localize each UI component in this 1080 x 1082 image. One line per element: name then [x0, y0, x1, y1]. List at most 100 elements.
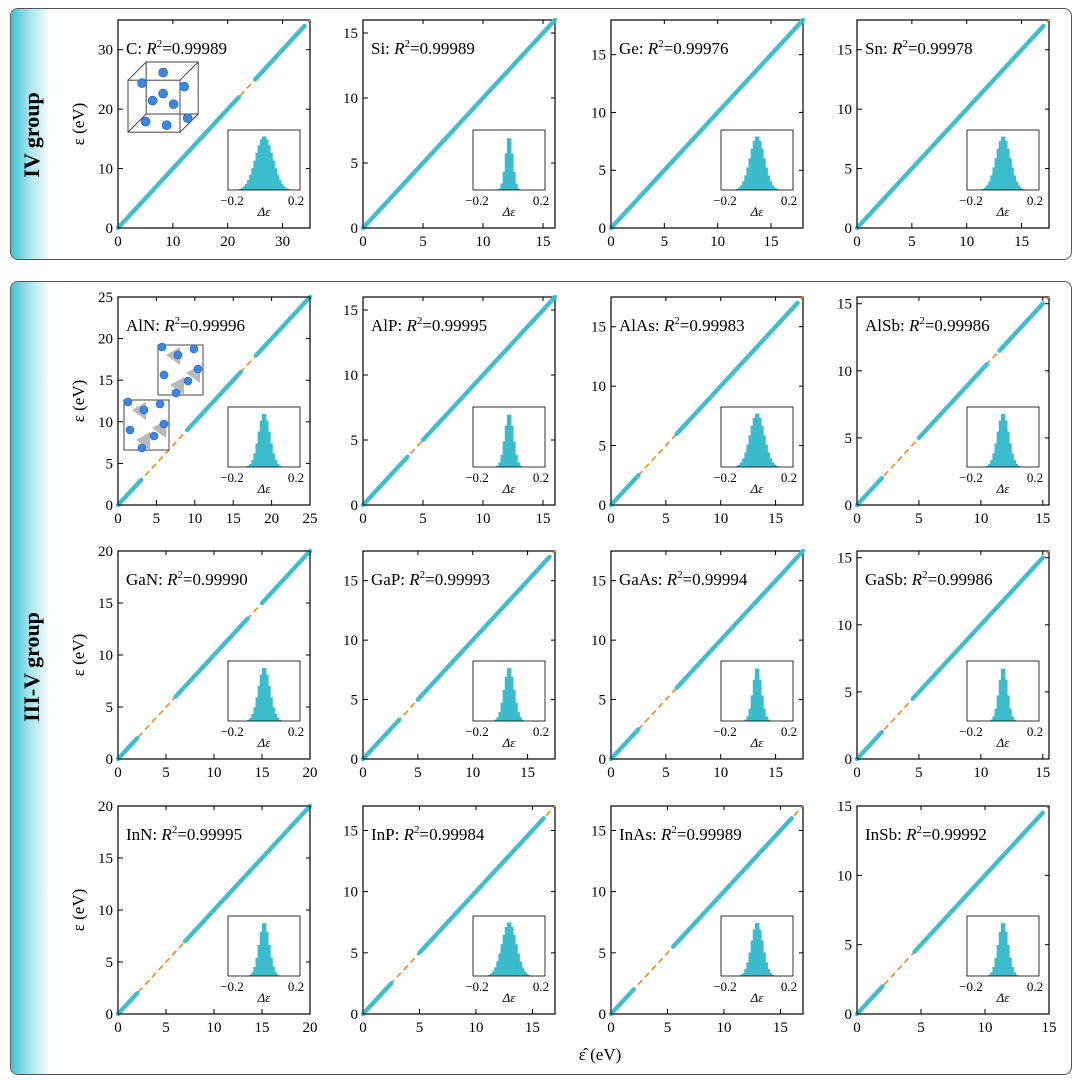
- histogram-bar: [759, 679, 762, 721]
- y-axis-label: ε (eV): [69, 634, 88, 677]
- histogram-bar: [259, 674, 263, 721]
- histogram-bar: [255, 957, 258, 976]
- panel-title: AlAs: R2=0.99983: [619, 315, 745, 335]
- histogram-bar: [266, 420, 269, 467]
- inset-tick-label: 0.2: [533, 979, 549, 994]
- inset-tick-label: −0.2: [220, 193, 244, 208]
- tetrahedron: [170, 377, 184, 395]
- data-series-1: [115, 477, 144, 508]
- x-tick-label: 15: [768, 765, 783, 781]
- histogram-bar: [750, 695, 754, 721]
- data-series-1: [360, 17, 558, 231]
- x-tick-label: 0: [114, 765, 122, 781]
- histogram-bar: [1013, 460, 1017, 467]
- plot-frame: [856, 296, 1050, 506]
- histogram-bar: [515, 944, 518, 976]
- plot-frame: [856, 19, 1050, 229]
- y-tick-label: 15: [343, 26, 358, 42]
- r2-value: =0.99989: [162, 39, 227, 58]
- histogram-bar: [278, 719, 282, 721]
- histogram-bar: [509, 668, 512, 721]
- r2-value: =0.99993: [425, 570, 490, 589]
- x-tick-label: 10: [165, 234, 180, 250]
- histogram-bar: [769, 458, 773, 467]
- panel-si: 0 5 10 15 0 5 10 15 Si: R2=0.99989 −0.2 0.2 Δε: [343, 17, 558, 250]
- histogram-bar: [992, 167, 995, 190]
- histogram-bar: [272, 966, 275, 976]
- r2-exponent: 2: [414, 824, 420, 836]
- histogram-bar: [765, 444, 768, 467]
- inset-frame: [227, 129, 301, 191]
- histogram-bar: [737, 187, 741, 190]
- r2-value: =0.99995: [422, 316, 487, 335]
- inset-xlabel: Δε: [750, 204, 765, 219]
- y-tick-label: 10: [837, 868, 852, 884]
- atom-sphere: [161, 120, 172, 130]
- histogram-bar: [274, 714, 278, 721]
- histogram-bar: [274, 972, 278, 976]
- y-tick-label: 0: [351, 1007, 359, 1023]
- inset-tick-label: −0.2: [959, 470, 983, 485]
- r2-exponent: 2: [172, 824, 178, 836]
- inset-tick-label: 0.2: [781, 724, 797, 739]
- histogram-bar: [754, 136, 758, 190]
- atom-sphere: [140, 116, 151, 127]
- histogram-bar: [746, 962, 749, 976]
- histogram-bar: [998, 679, 1002, 721]
- r2-symbol: R: [163, 316, 175, 335]
- atom-sphere: [139, 405, 149, 415]
- y-tick-label: 5: [599, 439, 607, 455]
- material-name: GaN:: [126, 570, 167, 589]
- histogram-bar: [521, 967, 525, 976]
- histogram-bar: [990, 972, 993, 976]
- histogram-bar: [521, 719, 525, 721]
- histogram-bar: [737, 464, 741, 467]
- histogram-bar: [1003, 668, 1006, 721]
- histogram-bar: [1000, 923, 1004, 976]
- inset-xlabel: Δε: [750, 990, 765, 1005]
- y-tick-label: 10: [343, 368, 358, 384]
- y-tick-label: 10: [343, 91, 358, 107]
- histogram-bar: [771, 462, 775, 467]
- cube-front: [127, 79, 181, 133]
- histogram-bar: [1015, 463, 1019, 467]
- data-series-1: [854, 23, 1046, 231]
- histogram-bar: [763, 158, 766, 190]
- x-tick-label: 0: [607, 1020, 615, 1036]
- histogram-bar: [502, 171, 506, 190]
- data-series-1: [360, 454, 410, 508]
- inset-xlabel: Δε: [996, 990, 1011, 1005]
- histogram-bar: [504, 927, 508, 976]
- inset-tick-label: 0.2: [1027, 979, 1043, 994]
- r2-value: =0.99983: [680, 316, 745, 335]
- histogram-bar: [750, 148, 754, 190]
- inset-xlabel: Δε: [996, 481, 1011, 496]
- histogram-bar: [249, 174, 252, 190]
- x-tick-label: 20: [220, 234, 235, 250]
- inset-xlabel: Δε: [502, 990, 517, 1005]
- data-series-2: [184, 369, 244, 433]
- y-tick-label: 0: [106, 221, 114, 237]
- x-tick-label: 20: [303, 765, 318, 781]
- y-axis-label: ε (eV): [69, 103, 88, 146]
- histogram-bar: [757, 136, 760, 190]
- histogram-bar: [1009, 443, 1012, 467]
- histogram-bar: [746, 716, 749, 721]
- histogram-bar: [506, 668, 510, 721]
- panel-title: InP: R2=0.99984: [371, 824, 485, 844]
- x-tick-label: 10: [978, 1020, 993, 1036]
- inset-xlabel: Δε: [257, 735, 272, 750]
- x-tick-label: 5: [414, 765, 422, 781]
- histogram-bar: [771, 974, 775, 976]
- histogram-bar: [500, 454, 503, 467]
- histogram-bar: [504, 676, 508, 721]
- atom-sphere: [157, 342, 167, 352]
- x-tick-label: 20: [303, 1020, 318, 1036]
- x-tick-label: 15: [1035, 765, 1050, 781]
- y-tick-label: 5: [106, 955, 114, 971]
- histogram-bar: [994, 957, 997, 976]
- histogram-bar: [247, 180, 250, 190]
- x-tick-label: 0: [359, 1020, 367, 1036]
- histogram-bar: [1013, 972, 1017, 976]
